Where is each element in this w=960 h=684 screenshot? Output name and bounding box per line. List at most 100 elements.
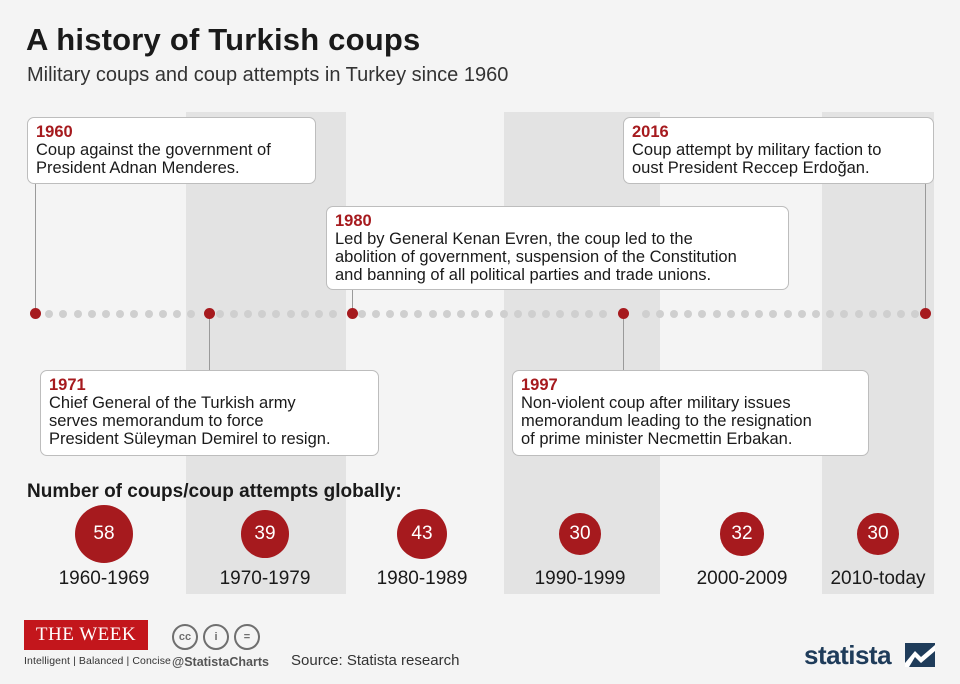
event-description: Coup attempt by military faction to oust… [632,141,882,177]
event-marker-1971 [203,308,215,319]
timeline-dot [173,310,181,318]
timeline-dot [712,310,721,318]
bubble-2000-2009: 32 [720,512,764,556]
bubble-1960-1969: 58 [75,505,133,563]
event-description: Led by General Kenan Evren, the coup led… [335,230,737,284]
timeline-dot [812,310,820,318]
timeline-dot [826,310,835,318]
event-year: 1980 [335,212,372,230]
bubble-1980-1989: 43 [397,509,447,559]
timeline-dot [87,310,96,318]
statista-mark-icon [905,643,935,667]
event-year: 1997 [521,376,558,394]
timeline-dot [400,310,409,318]
decade-label: 1980-1989 [376,568,468,589]
timeline-dot [315,310,323,318]
globally-label: Number of coups/coup attempts globally: [27,481,402,502]
timeline-dot [386,310,394,318]
the-week-logo: THE WEEK [24,620,148,650]
timeline-dot [300,310,309,318]
timeline-dot [272,310,281,318]
event-callout-1960: 1960 Coup against the government of Pres… [27,117,316,184]
attribution-icon: i [203,624,229,650]
timeline-dot [840,310,849,318]
timeline-dot [45,310,54,318]
timeline-dot [528,310,536,318]
timeline-dot [187,310,196,318]
timeline-dot [584,310,593,318]
event-callout-1997: 1997 Non-violent coup after military iss… [512,370,869,456]
timeline-dot [457,310,465,318]
event-year: 1960 [36,123,73,141]
decade-label: 1990-1999 [534,568,626,589]
event-marker-2016 [919,308,931,319]
decade-label: 1970-1979 [219,568,311,589]
timeline-dot [428,310,437,318]
timeline-dot [244,310,252,318]
decade-label: 1960-1969 [58,568,150,589]
event-description: Coup against the government of President… [36,141,271,177]
timeline-dot [102,310,110,318]
timeline-dot [144,310,153,318]
timeline-dot [357,310,366,318]
timeline-dot [741,310,749,318]
event-description: Chief General of the Turkish army serves… [49,394,331,448]
statista-handle: @StatistaCharts [172,655,269,669]
timeline-dot [158,310,167,318]
timeline-dot [670,310,678,318]
timeline-dot [414,310,423,318]
statista-logo: statista [804,640,892,670]
timeline-dot [130,310,139,318]
timeline-dot [471,310,480,318]
event-callout-2016: 2016 Coup attempt by military faction to… [623,117,934,184]
event-marker-1997 [617,308,629,319]
timeline-dot [485,310,494,318]
chart-title: A history of Turkish coups [26,22,421,57]
cc-icon: cc [172,624,198,650]
decade-label: 2000-2009 [696,568,788,589]
timeline-dot [442,310,451,318]
timeline [29,308,931,320]
timeline-dot [286,310,295,318]
timeline-dot [258,310,267,318]
timeline-dot [59,310,68,318]
no-derivatives-icon: = [234,624,260,650]
timeline-dot [783,310,792,318]
timeline-dot [868,310,877,318]
connector-2016 [925,184,926,314]
decade-label: 2010-today [830,568,926,589]
event-year: 1971 [49,376,86,394]
event-year: 2016 [632,123,669,141]
timeline-dot [116,310,125,318]
timeline-dot [797,310,806,318]
timeline-dot [499,310,508,318]
timeline-dot [570,310,579,318]
timeline-dot [755,310,764,318]
connector-1997 [623,314,624,372]
timeline-dot [854,310,863,318]
connector-1960 [35,184,36,314]
chart-subtitle: Military coups and coup attempts in Turk… [27,64,509,86]
timeline-dot [698,310,707,318]
timeline-dot [684,310,693,318]
bubble-1990-1999: 30 [559,513,601,555]
timeline-dot [73,310,82,318]
bubble-1970-1979: 39 [241,510,289,558]
timeline-dot [883,310,891,318]
source-note: Source: Statista research [291,652,460,669]
timeline-dot [599,310,607,318]
event-callout-1971: 1971 Chief General of the Turkish army s… [40,370,379,456]
event-marker-1960 [29,308,41,319]
timeline-dot [769,310,778,318]
timeline-dot [329,310,338,318]
timeline-dot [513,310,522,318]
event-marker-1980 [346,308,358,319]
connector-1980 [352,290,353,314]
event-callout-1980: 1980 Led by General Kenan Evren, the cou… [326,206,789,290]
timeline-dot [641,310,650,318]
timeline-dot [215,310,224,318]
bubble-2010-today: 30 [857,513,899,555]
timeline-dot [556,310,565,318]
timeline-dot [726,310,735,318]
the-week-tagline: Intelligent | Balanced | Concise [24,655,171,667]
